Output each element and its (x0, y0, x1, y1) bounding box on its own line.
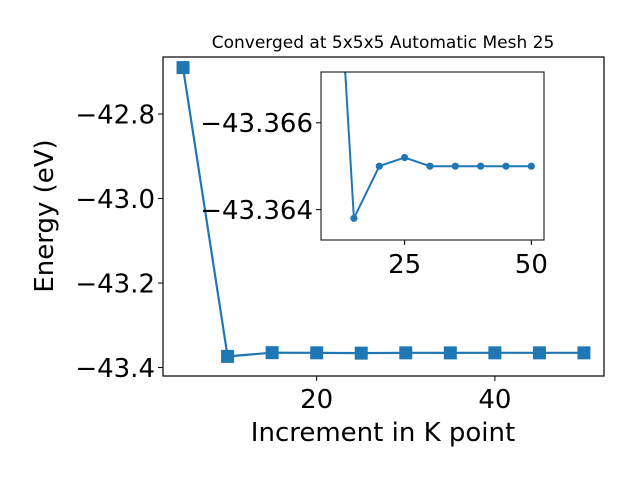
main-y-tick-label: −43.2 (75, 269, 155, 299)
inset-background (321, 72, 544, 240)
y-axis-label: Energy (eV) (30, 139, 60, 292)
main-data-point (488, 346, 502, 360)
main-data-point (176, 61, 190, 75)
inset-data-point (350, 214, 358, 222)
inset-data-point (477, 162, 485, 170)
main-x-tick-label: 40 (478, 385, 511, 415)
inset-data-point (527, 162, 535, 170)
inset-data-point (426, 162, 434, 170)
main-series-line (181, 67, 584, 358)
inset-data-point (502, 162, 510, 170)
inset-data-point (401, 153, 409, 162)
main-y-tick-label: −43.4 (75, 354, 155, 384)
inset-y-tick-label: −43.364 (200, 196, 313, 226)
main-data-point (399, 346, 413, 360)
inset-axes-frame (320, 71, 545, 241)
inset-data-point (451, 162, 459, 170)
main-data-point (532, 346, 546, 360)
inset-data-point (375, 162, 383, 170)
main-x-tick-label: 20 (300, 385, 333, 415)
x-axis-label: Increment in K point (251, 418, 515, 448)
main-data-point (310, 346, 324, 360)
inset-x-tick-label: 50 (515, 250, 548, 280)
main-y-tick-label: −43.0 (75, 185, 155, 215)
inset-y-tick-label: −43.366 (200, 109, 313, 139)
main-data-point (221, 349, 235, 363)
chart-title: Converged at 5x5x5 Automatic Mesh 25 (212, 33, 555, 53)
inset-plot: 25 50 −43.366 −43.364 (200, 71, 548, 280)
main-data-point (354, 346, 368, 360)
main-axes-frame (162, 56, 605, 377)
main-y-tick-label: −42.8 (75, 100, 155, 130)
main-data-point (443, 346, 457, 360)
main-data-point (577, 346, 591, 360)
main-data-point (265, 346, 279, 360)
inset-x-tick-label: 25 (388, 250, 421, 280)
main-plot: 20 40 −42.8 −43.0 −43.2 −43.4 (75, 56, 605, 415)
